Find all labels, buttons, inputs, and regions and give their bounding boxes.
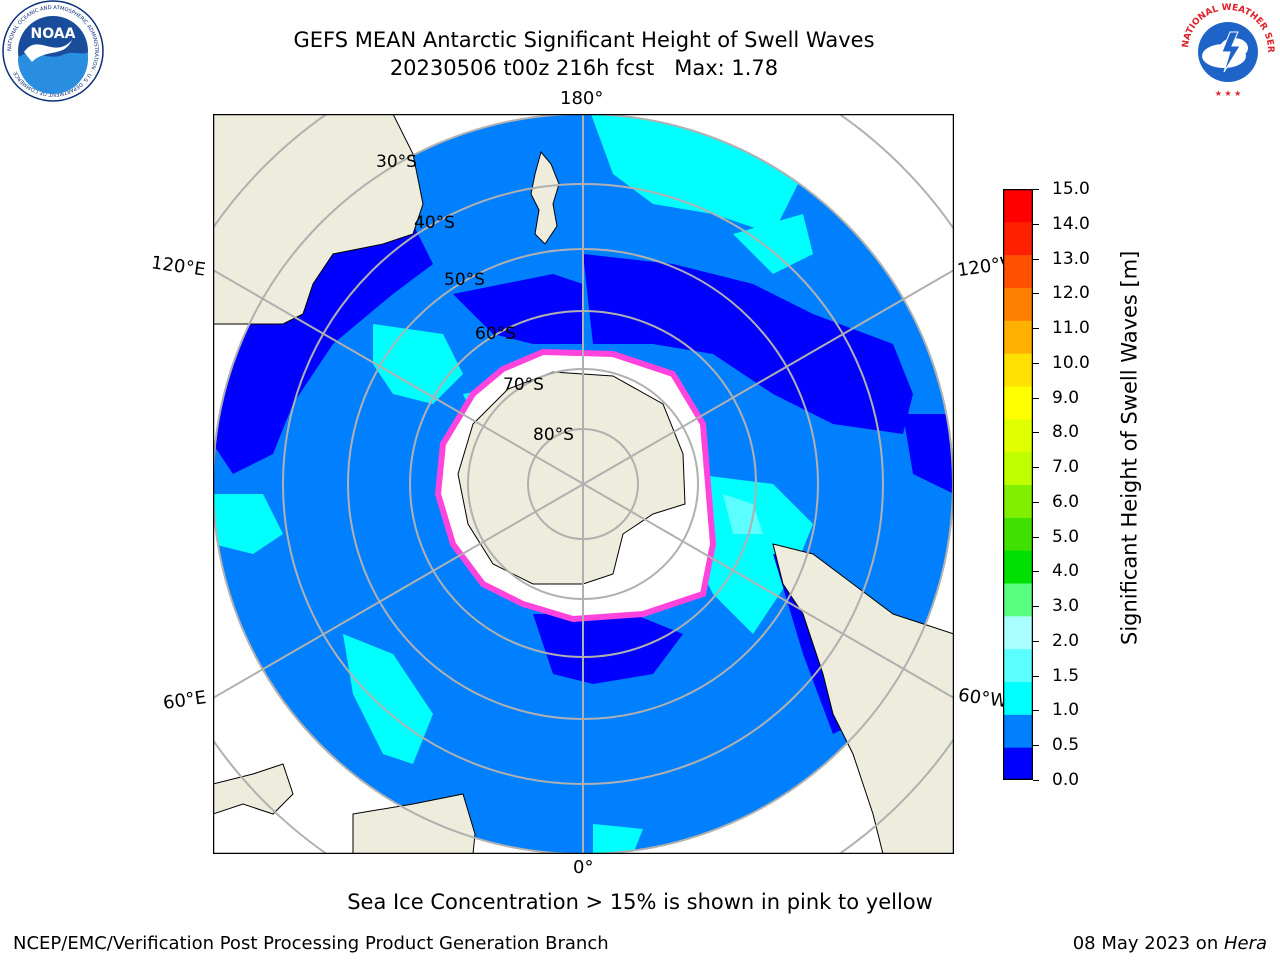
africa-land — [352, 793, 476, 854]
colorbar-tick-label: 2.0 — [1052, 630, 1080, 651]
colorbar-tick-mark — [1033, 536, 1039, 538]
colorbar-tick-label: 1.0 — [1052, 700, 1080, 721]
colorbar-segment — [1003, 386, 1033, 420]
colorbar-tick-mark — [1033, 223, 1039, 225]
colorbar-tick-label: 1.5 — [1052, 665, 1080, 686]
footer-date-text: 08 May 2023 on — [1072, 933, 1224, 954]
lat-label-70s: 70°S — [503, 375, 544, 395]
colorbar-segment — [1003, 189, 1033, 223]
colorbar-tick-mark — [1033, 293, 1039, 295]
colorbar-segment — [1003, 583, 1033, 617]
colorbar-tick-mark — [1033, 328, 1039, 330]
lon-label-60w: 60°W — [956, 684, 1009, 713]
colorbar-tick-label: 7.0 — [1052, 457, 1080, 478]
colorbar-tick-label: 13.0 — [1052, 248, 1090, 269]
colorbar-segment — [1003, 747, 1033, 780]
lon-label-0: 0° — [573, 857, 594, 878]
lon-label-180: 180° — [560, 88, 604, 109]
colorbar-segment — [1003, 484, 1033, 518]
footer-host: Hera — [1223, 933, 1267, 954]
colorbar-tick-label: 12.0 — [1052, 283, 1090, 304]
colorbar-segment — [1003, 287, 1033, 321]
lat-label-80s: 80°S — [533, 425, 574, 445]
swell-patch-indian-south — [373, 324, 463, 404]
low-swell-pacific — [583, 254, 913, 434]
colorbar-tick-label: 0.5 — [1052, 735, 1080, 756]
colorbar-tick-label: 10.0 — [1052, 352, 1090, 373]
colorbar-tick-mark — [1033, 467, 1039, 469]
colorbar-segment — [1003, 714, 1033, 748]
colorbar-segment — [1003, 451, 1033, 485]
colorbar-segment — [1003, 254, 1033, 288]
lat-label-60s: 60°S — [475, 324, 516, 344]
colorbar — [1003, 189, 1033, 780]
noaa-logo: NATIONAL OCEANIC AND ATMOSPHERIC ADMINIS… — [2, 0, 104, 102]
colorbar-tick-label: 3.0 — [1052, 596, 1080, 617]
lon-label-60e: 60°E — [161, 687, 208, 714]
colorbar-segment — [1003, 418, 1033, 453]
nws-logo: NATIONAL WEATHER SERVICE ★ ★ ★ — [1178, 0, 1276, 98]
low-swell-weddell — [533, 614, 683, 684]
colorbar-segment — [1003, 648, 1033, 682]
noaa-logo-text: NOAA — [31, 26, 76, 42]
colorbar-tick-mark — [1033, 258, 1039, 260]
colorbar-segment — [1003, 681, 1033, 715]
lon-label-120e: 120°E — [149, 252, 207, 281]
svg-text:★ ★ ★: ★ ★ ★ — [1215, 89, 1242, 98]
swell-patch-indian — [343, 634, 433, 764]
colorbar-tick-label: 11.0 — [1052, 318, 1090, 339]
colorbar-tick-mark — [1033, 397, 1039, 399]
colorbar-tick-mark — [1033, 432, 1039, 434]
colorbar-tick-mark — [1033, 745, 1039, 747]
colorbar-tick-label: 14.0 — [1052, 213, 1090, 234]
colorbar-tick-mark — [1033, 362, 1039, 364]
south-america-land — [772, 543, 954, 854]
colorbar-tick-label: 8.0 — [1052, 422, 1080, 443]
footer-date: 08 May 2023 on Hera — [1073, 933, 1267, 954]
colorbar-tick-mark — [1033, 501, 1039, 503]
colorbar-tick-label: 5.0 — [1052, 526, 1080, 547]
colorbar-tick-label: 6.0 — [1052, 491, 1080, 512]
colorbar-segment — [1003, 353, 1033, 387]
colorbar-tick-mark — [1033, 675, 1039, 677]
plot-title: GEFS MEAN Antarctic Significant Height o… — [293, 28, 875, 52]
colorbar-tick-mark — [1033, 780, 1039, 781]
colorbar-segment — [1003, 517, 1033, 551]
colorbar-tick-label: 4.0 — [1052, 561, 1080, 582]
lat-label-30s: 30°S — [376, 152, 417, 172]
colorbar-segment — [1003, 615, 1033, 650]
colorbar-segment — [1003, 320, 1033, 354]
lat-label-40s: 40°S — [414, 213, 455, 233]
polar-map — [213, 114, 954, 854]
colorbar-segment — [1003, 550, 1033, 584]
sea-ice-note: Sea Ice Concentration > 15% is shown in … — [347, 890, 933, 914]
colorbar-tick-mark — [1033, 606, 1039, 608]
colorbar-segment — [1003, 221, 1033, 256]
lat-label-50s: 50°S — [444, 270, 485, 290]
colorbar-tick-label: 15.0 — [1052, 179, 1090, 199]
colorbar-tick-mark — [1033, 189, 1039, 190]
colorbar-tick-mark — [1033, 710, 1039, 712]
colorbar-label: Significant Height of Swell Waves [m] — [1117, 250, 1142, 645]
footer-credit: NCEP/EMC/Verification Post Processing Pr… — [13, 933, 609, 954]
colorbar-tick-label: 9.0 — [1052, 387, 1080, 408]
colorbar-tick-mark — [1033, 571, 1039, 573]
colorbar-tick-label: 0.0 — [1052, 770, 1080, 790]
plot-subtitle: 20230506 t00z 216h fcst Max: 1.78 — [389, 56, 779, 80]
colorbar-tick-mark — [1033, 640, 1039, 642]
